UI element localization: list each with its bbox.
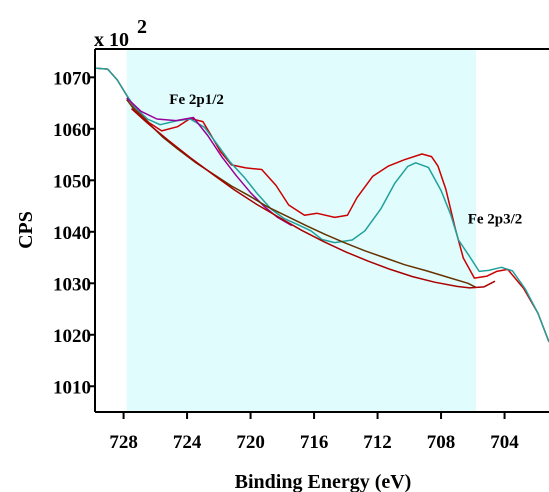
x-axis-title: Binding Energy (eV) — [235, 471, 412, 492]
x-ticks: 728 724 720 716 712 708 704 — [109, 412, 519, 453]
series-line-3 — [126, 99, 477, 289]
y-tick-label: 1030 — [53, 274, 91, 295]
annotation-fe-2p1-2: Fe 2p1/2 — [169, 92, 224, 108]
series-layer — [94, 67, 549, 343]
x-tick-label: 712 — [363, 432, 392, 453]
plot-area — [94, 49, 549, 412]
annotation-fe-2p3-2: Fe 2p3/2 — [468, 212, 523, 228]
y-tick-label: 1040 — [53, 223, 91, 244]
y-tick-label: 1060 — [53, 120, 91, 141]
x-tick-label: 724 — [173, 432, 202, 453]
y-ticks: 1010 1020 1030 1040 1050 1060 1070 — [53, 68, 95, 398]
series-line-1 — [94, 67, 549, 343]
x-tick-label: 704 — [490, 432, 519, 453]
series-line-4 — [130, 108, 496, 289]
x-tick-label: 720 — [236, 432, 265, 453]
y-multiplier-base: x 10 — [94, 29, 129, 51]
y-tick-label: 1020 — [53, 326, 91, 347]
y-axis-title: CPS — [15, 211, 37, 249]
series-line-0 — [94, 67, 549, 343]
y-multiplier-exponent: 2 — [137, 16, 147, 38]
y-tick-label: 1050 — [53, 171, 91, 192]
y-tick-label: 1010 — [53, 377, 91, 398]
x-tick-label: 708 — [427, 432, 456, 453]
series-line-2 — [126, 97, 293, 227]
y-tick-label: 1070 — [53, 68, 91, 89]
x-tick-label: 728 — [109, 432, 138, 453]
x-tick-label: 716 — [300, 432, 329, 453]
